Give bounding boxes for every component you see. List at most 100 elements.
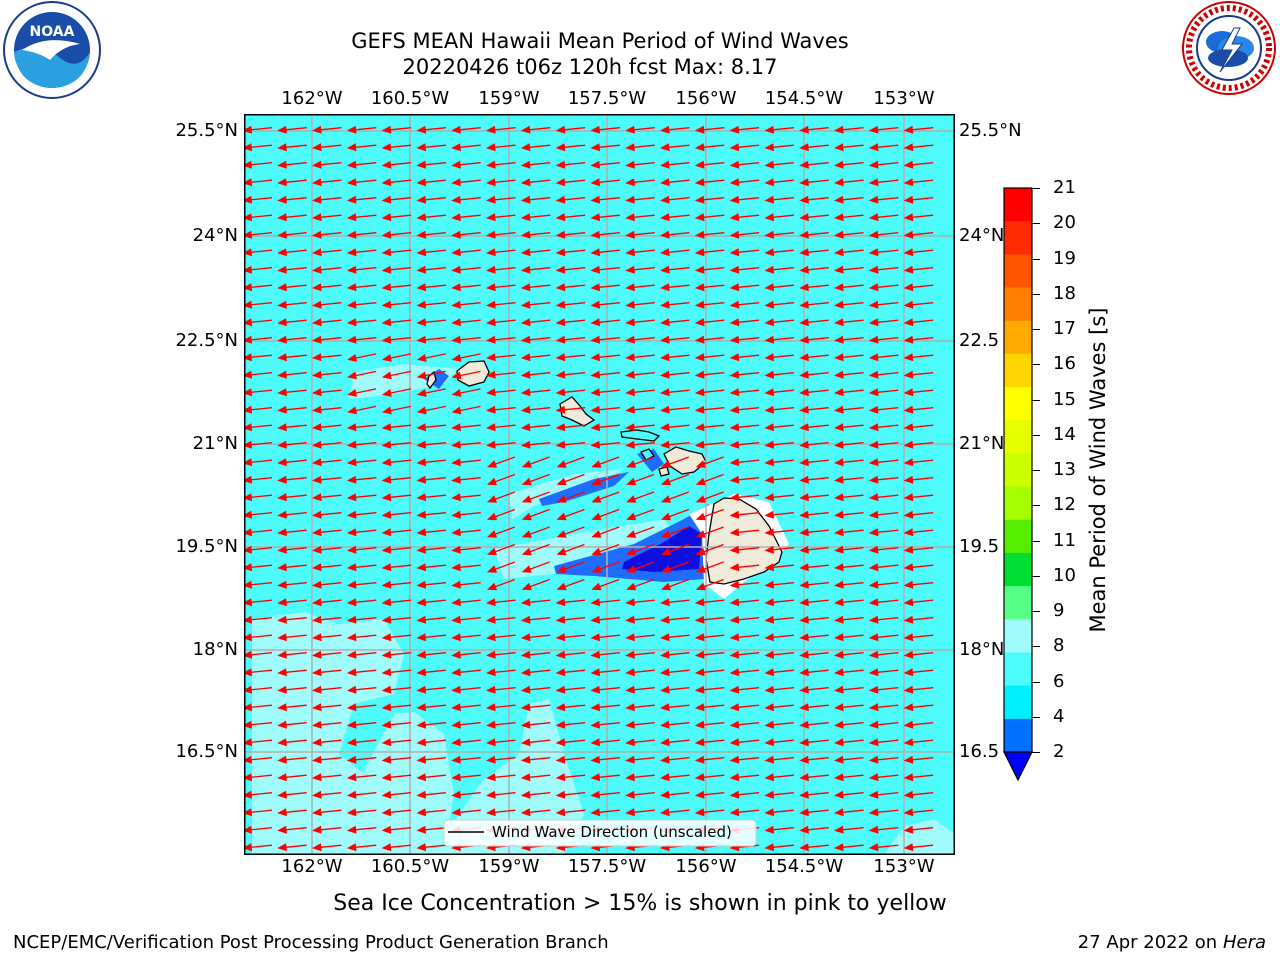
wind-arrow (486, 755, 516, 764)
wind-arrow (590, 685, 620, 694)
wind-arrow (244, 160, 272, 169)
wind-arrow (346, 808, 377, 817)
wind-arrow (868, 283, 899, 292)
wind-arrow (729, 633, 760, 642)
wind-arrow (694, 650, 725, 659)
wind-arrow (591, 508, 620, 521)
wind-arrow (555, 160, 586, 169)
wind-arrow (903, 510, 934, 519)
wind-arrow (486, 318, 516, 327)
wind-arrow (591, 456, 620, 468)
wind-arrow (729, 510, 760, 519)
wind-arrow (312, 668, 342, 677)
wind-arrow (381, 545, 412, 554)
wind-arrow (834, 563, 864, 572)
wind-arrow (312, 125, 342, 134)
wind-arrow (660, 543, 690, 556)
wind-arrow (555, 143, 586, 152)
wind-arrow (660, 578, 690, 591)
wind-arrow (694, 685, 725, 694)
wind-arrow (346, 125, 377, 134)
wind-arrow (590, 755, 620, 764)
wind-arrow (694, 160, 725, 169)
wind-arrow (451, 563, 481, 572)
wind-arrow (660, 790, 690, 799)
wind-arrow (799, 703, 829, 712)
wind-arrow (486, 491, 516, 503)
wind-arrow (903, 755, 934, 764)
wind-arrow (520, 755, 551, 764)
wind-arrow (555, 283, 586, 292)
wind-arrow (591, 561, 620, 573)
wind-arrow (834, 230, 864, 239)
wind-arrow (903, 125, 934, 134)
wind-arrow (381, 440, 412, 449)
wind-arrow (312, 598, 342, 607)
wind-arrow (799, 248, 829, 257)
colorbar-label: Mean Period of Wind Waves [s] (1086, 307, 1110, 633)
wind-arrow (660, 318, 690, 327)
wind-arrow (868, 563, 899, 572)
wind-arrow (729, 790, 760, 799)
wind-arrow (416, 703, 446, 712)
wind-arrow (694, 318, 725, 327)
wind-arrow (521, 526, 550, 538)
wind-arrow (244, 493, 272, 502)
wind-arrow (312, 528, 342, 537)
wind-arrow (520, 405, 551, 414)
wind-arrow (695, 543, 724, 556)
wind-arrow (729, 125, 760, 134)
wind-arrow (416, 493, 446, 502)
wind-arrow (834, 335, 864, 344)
wind-arrow (381, 633, 412, 642)
wind-arrow (868, 213, 899, 222)
wind-arrow (555, 808, 586, 817)
wind-arrow (903, 668, 934, 677)
colorbar-block (1004, 486, 1032, 521)
wind-arrow (416, 195, 446, 204)
wind-arrow (277, 790, 307, 799)
wind-arrow (244, 790, 272, 799)
wind-arrow (521, 473, 550, 486)
colorbar-block (1004, 387, 1032, 421)
wind-arrow (868, 440, 899, 449)
wind-arrow (486, 685, 516, 694)
wind-arrow (729, 685, 760, 694)
wind-arrow (346, 178, 377, 187)
wind-arrow (625, 790, 655, 799)
wind-arrow (244, 475, 272, 484)
wind-arrow (834, 598, 864, 607)
wind-arrow (416, 335, 446, 344)
wind-arrow (486, 703, 516, 712)
wind-arrow (346, 283, 377, 292)
wind-arrow (799, 563, 829, 572)
wind-arrow (486, 370, 516, 379)
wind-arrow (451, 458, 481, 467)
wind-arrow (244, 265, 272, 274)
wind-arrow (451, 423, 481, 432)
colorbar-tick-label: 8 (1053, 635, 1065, 657)
wind-arrow (868, 773, 899, 782)
wind-arrow (729, 738, 760, 747)
wind-arrow (244, 125, 272, 134)
wind-arrow (903, 213, 934, 222)
wind-arrow (312, 790, 342, 799)
wind-arrow (868, 160, 899, 169)
wind-arrow (381, 160, 412, 169)
wind-arrow (903, 178, 934, 187)
wind-arrow (486, 790, 516, 799)
colorbar-block (1004, 519, 1032, 554)
wind-arrow (346, 265, 377, 274)
colorbar-tick-label: 17 (1053, 318, 1076, 339)
wind-arrow (625, 633, 655, 642)
wind-arrow (660, 738, 690, 747)
wind-arrow (312, 685, 342, 694)
wind-arrow (660, 615, 690, 624)
colorbar-tick-mark (1032, 505, 1040, 507)
wind-arrow (729, 178, 760, 187)
wind-arrow (660, 440, 690, 449)
wind-arrow (451, 615, 481, 624)
wind-arrow (799, 598, 829, 607)
wind-arrow (416, 510, 446, 519)
wind-arrow (277, 265, 307, 274)
